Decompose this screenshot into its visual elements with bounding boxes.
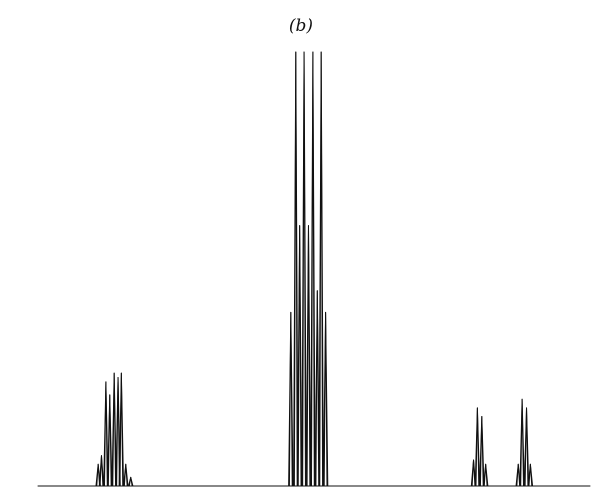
panel-label: (b) — [289, 16, 313, 36]
spectrum-trace — [37, 51, 591, 487]
